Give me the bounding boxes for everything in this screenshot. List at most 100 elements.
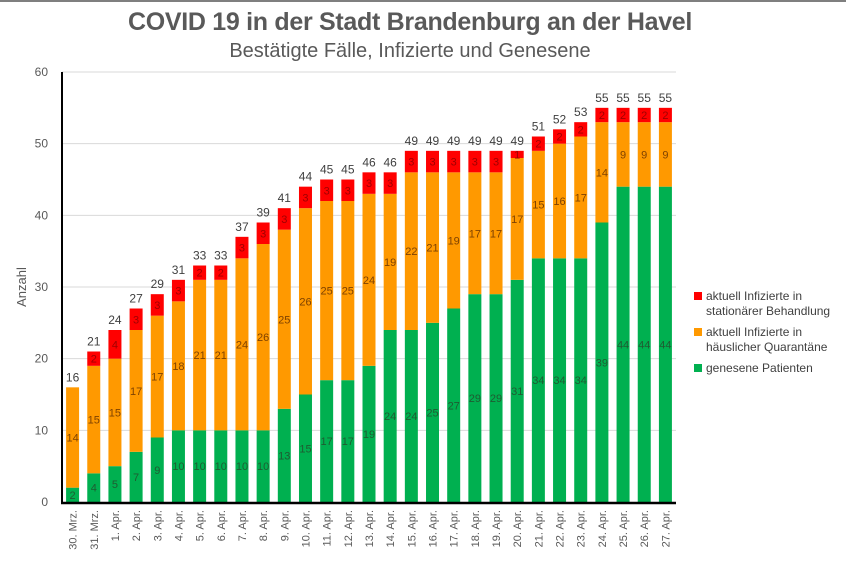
bar-segment [129, 330, 143, 452]
data-label: 3 [239, 243, 245, 255]
total-label: 49 [511, 134, 525, 148]
total-label: 37 [235, 220, 249, 234]
data-label: 24 [405, 411, 417, 423]
x-tick-label: 23. Apr. [576, 510, 588, 547]
data-label: 16 [553, 196, 565, 208]
x-tick-label: 30. Mrz. [68, 510, 80, 550]
bar-segment [510, 150, 524, 158]
bar-segment [426, 322, 440, 502]
data-label: 2 [218, 268, 224, 280]
bar-segment [193, 430, 207, 502]
total-label: 39 [256, 206, 270, 220]
bar-segment [235, 430, 249, 502]
data-label: 22 [405, 246, 417, 258]
bar-segment [595, 222, 609, 502]
data-label: 17 [342, 436, 354, 448]
frame-top-border [0, 0, 846, 2]
bar-segment [383, 193, 397, 330]
bar-segment [150, 437, 164, 502]
bar-segment [637, 186, 651, 502]
bar-segment [531, 150, 545, 259]
x-tick-label: 31. Mrz. [89, 510, 101, 550]
x-tick-label: 26. Apr. [639, 510, 651, 547]
data-label: 17 [151, 372, 163, 384]
y-tick-label: 10 [35, 423, 49, 437]
bar-segment [468, 294, 482, 502]
x-tick-label: 25. Apr. [618, 510, 630, 547]
bar-segment [574, 258, 588, 502]
bar-segment [489, 150, 503, 173]
data-label: 4 [112, 339, 118, 351]
bar-segment [426, 150, 440, 173]
legend-swatch-red [694, 292, 702, 300]
data-label: 25 [278, 314, 290, 326]
y-tick-label: 40 [35, 208, 49, 222]
x-tick-label: 5. Apr. [195, 510, 207, 541]
data-label: 29 [490, 393, 502, 405]
bar-segment [637, 122, 651, 187]
bar-segment [489, 294, 503, 502]
legend-swatch-green [694, 364, 702, 372]
bar-segment [341, 201, 355, 381]
y-tick-label: 0 [41, 495, 48, 509]
bar-segment [616, 186, 630, 502]
data-label: 21 [215, 350, 227, 362]
bar-segment [277, 229, 291, 409]
total-label: 49 [447, 134, 461, 148]
data-label: 17 [469, 228, 481, 240]
bar-segment [108, 330, 122, 359]
bar-segment [214, 430, 228, 502]
data-label: 34 [575, 375, 587, 387]
total-label: 49 [489, 134, 503, 148]
bar-segment [404, 330, 418, 502]
data-label: 9 [154, 465, 160, 477]
bar-segment [214, 279, 228, 431]
data-label: 39 [596, 357, 608, 369]
bar-segment [235, 258, 249, 431]
bar-segment [256, 430, 270, 502]
bar-segment [510, 158, 524, 280]
x-tick-label: 3. Apr. [152, 510, 164, 541]
data-label: 25 [426, 407, 438, 419]
bar-segment [66, 387, 80, 488]
bar-segment [489, 172, 503, 295]
data-label: 10 [257, 461, 269, 473]
bar-segment [129, 451, 143, 502]
data-label: 3 [345, 185, 351, 197]
data-label: 2 [197, 268, 203, 280]
bar-segment [362, 193, 376, 366]
x-tick-label: 27. Apr. [660, 510, 672, 547]
data-label: 21 [193, 350, 205, 362]
legend-item-stationaer: aktuell Infizierte in stationärer Behand… [693, 289, 843, 319]
total-label: 55 [659, 91, 673, 105]
data-label: 31 [511, 386, 523, 398]
total-label: 24 [108, 313, 122, 327]
x-tick-label: 9. Apr. [279, 510, 291, 541]
bar-segment [320, 201, 334, 381]
data-label: 4 [91, 483, 97, 495]
bar-segment [595, 107, 609, 123]
data-label: 44 [617, 339, 629, 351]
bar-segment [468, 150, 482, 173]
data-label: 2 [620, 110, 626, 122]
data-label: 2 [91, 354, 97, 366]
data-label: 3 [493, 157, 499, 169]
data-label: 17 [321, 436, 333, 448]
data-label: 3 [260, 228, 266, 240]
data-label: 15 [532, 200, 544, 212]
bar-segment [616, 122, 630, 187]
bar-segment [193, 265, 207, 280]
data-label: 25 [321, 286, 333, 298]
data-label: 17 [575, 192, 587, 204]
bar-segment [574, 122, 588, 137]
x-tick-label: 10. Apr. [300, 510, 312, 547]
y-tick-label: 20 [35, 352, 49, 366]
bar-segment [87, 365, 101, 474]
total-label: 55 [595, 91, 609, 105]
bar-segment [256, 244, 270, 431]
x-tick-label: 16. Apr. [428, 510, 440, 547]
bar-segment [256, 222, 270, 244]
data-label: 2 [535, 139, 541, 151]
data-label: 2 [599, 110, 605, 122]
bar-segment [616, 107, 630, 123]
